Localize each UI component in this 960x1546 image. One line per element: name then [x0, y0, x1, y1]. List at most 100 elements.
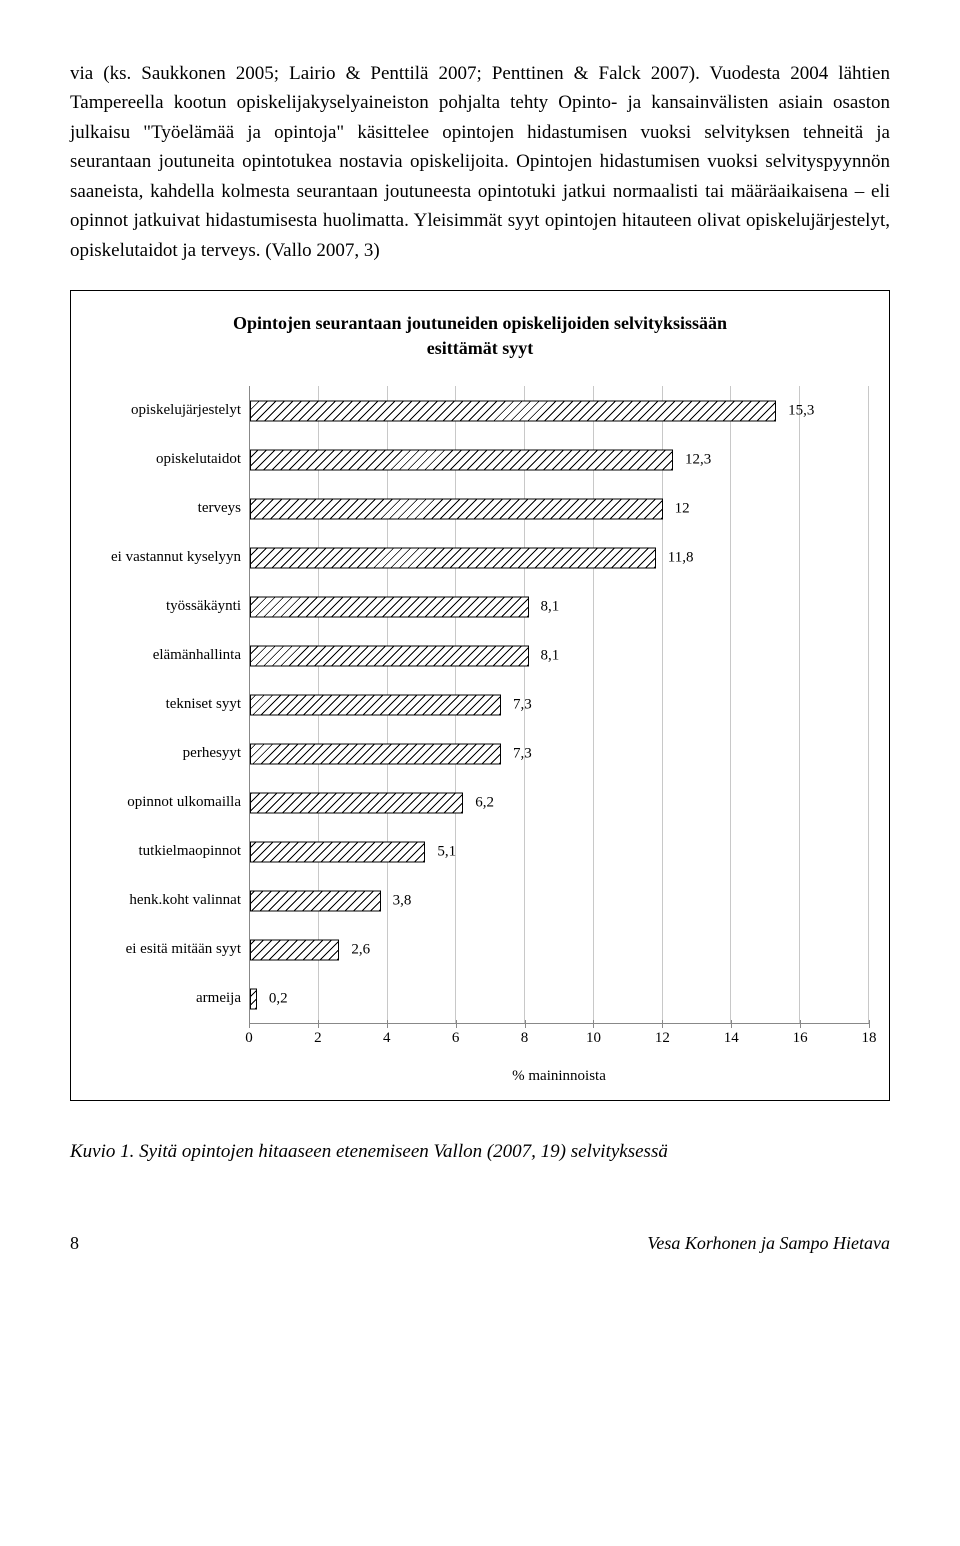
- bar: [250, 400, 776, 421]
- category-label: opiskelujärjestelyt: [91, 402, 249, 419]
- chart-row: työssäkäynti8,1: [91, 582, 869, 631]
- bar-value: 3,8: [393, 892, 412, 909]
- gridlines: [250, 925, 869, 974]
- plot-cell: 12: [249, 484, 869, 533]
- gridline: [800, 435, 869, 484]
- chart-row: armeija 0,2: [91, 974, 869, 1023]
- bar-wrap: [250, 449, 673, 470]
- gridline: [456, 925, 525, 974]
- chart-row: tekniset syyt7,3: [91, 680, 869, 729]
- plot-cell: 5,1: [249, 827, 869, 876]
- tick-label: 18: [862, 1024, 877, 1047]
- gridline: [800, 925, 869, 974]
- chart-plot-area: opiskelujärjestelyt 15,3 opiskelutaidot12,…: [91, 386, 869, 1023]
- page: via (ks. Saukkonen 2005; Lairio & Pentti…: [0, 0, 960, 1284]
- gridline: [594, 974, 663, 1023]
- gridline: [663, 827, 732, 876]
- tick-label: 16: [793, 1024, 808, 1047]
- category-label: perhesyyt: [91, 745, 249, 762]
- gridline: [731, 729, 800, 778]
- gridline: [800, 778, 869, 827]
- bar-wrap: [250, 890, 381, 911]
- bar: [250, 596, 529, 617]
- gridline: [594, 925, 663, 974]
- bar: [250, 939, 339, 960]
- bar: [250, 645, 529, 666]
- tick-label: 8: [521, 1024, 529, 1047]
- x-axis-ticks: 024681012141618: [249, 1023, 869, 1064]
- tick-label: 12: [655, 1024, 670, 1047]
- gridline: [594, 827, 663, 876]
- bar-value: 8,1: [541, 647, 560, 664]
- bar-wrap: [250, 547, 656, 568]
- gridline: [800, 533, 869, 582]
- gridline: [456, 974, 525, 1023]
- footer-authors: Vesa Korhonen ja Sampo Hietava: [647, 1233, 890, 1254]
- gridline: [731, 582, 800, 631]
- chart-frame: Opintojen seurantaan joutuneiden opiskel…: [70, 290, 890, 1101]
- plot-cell: 11,8: [249, 533, 869, 582]
- gridline: [731, 925, 800, 974]
- bar: [250, 694, 501, 715]
- gridline: [731, 533, 800, 582]
- page-number: 8: [70, 1233, 79, 1254]
- gridline: [663, 729, 732, 778]
- chart-row: henk.koht valinnat3,8: [91, 876, 869, 925]
- gridline: [663, 680, 732, 729]
- bar: [250, 988, 257, 1009]
- bar-value: 6,2: [475, 794, 494, 811]
- tick-label: 2: [314, 1024, 322, 1047]
- bar-value: 5,1: [437, 843, 456, 860]
- chart-row: tutkielmaopinnot 5,1: [91, 827, 869, 876]
- figure-caption: Kuvio 1. Syitä opintojen hitaaseen etene…: [70, 1141, 890, 1163]
- category-label: tutkielmaopinnot: [91, 843, 249, 860]
- gridline: [525, 778, 594, 827]
- bar-wrap: [250, 645, 529, 666]
- gridlines: [250, 974, 869, 1023]
- gridline: [525, 925, 594, 974]
- plot-cell: 12,3: [249, 435, 869, 484]
- tick-label: 14: [724, 1024, 739, 1047]
- gridline: [388, 974, 457, 1023]
- plot-cell: 0,2: [249, 974, 869, 1023]
- gridline: [731, 631, 800, 680]
- gridline: [525, 974, 594, 1023]
- gridline: [456, 876, 525, 925]
- bar-value: 7,3: [513, 745, 532, 762]
- tick-label: 0: [245, 1024, 253, 1047]
- category-label: armeija: [91, 990, 249, 1007]
- bar: [250, 890, 381, 911]
- gridline: [319, 974, 388, 1023]
- chart-row: opiskelutaidot12,3: [91, 435, 869, 484]
- gridline: [663, 778, 732, 827]
- bar-wrap: [250, 498, 663, 519]
- x-axis-label: % maininnoista: [249, 1068, 869, 1085]
- chart-row: opinnot ulkomailla 6,2: [91, 778, 869, 827]
- bar-value: 0,2: [269, 990, 288, 1007]
- bar: [250, 792, 463, 813]
- gridline: [663, 925, 732, 974]
- bar-value: 2,6: [351, 941, 370, 958]
- gridline: [525, 729, 594, 778]
- bar-wrap: [250, 596, 529, 617]
- bar-value: 15,3: [788, 402, 814, 419]
- gridline: [663, 876, 732, 925]
- axis-spacer: [91, 1023, 249, 1064]
- category-label: opinnot ulkomailla: [91, 794, 249, 811]
- category-label: ei vastannut kyselyyn: [91, 549, 249, 566]
- gridline: [594, 876, 663, 925]
- gridline: [456, 827, 525, 876]
- bar-value: 7,3: [513, 696, 532, 713]
- plot-cell: 6,2: [249, 778, 869, 827]
- gridline: [594, 680, 663, 729]
- bar-value: 11,8: [668, 549, 694, 566]
- body-text: via (ks. Saukkonen 2005; Lairio & Pentti…: [70, 59, 890, 265]
- chart-row: elämänhallinta8,1: [91, 631, 869, 680]
- page-footer: 8 Vesa Korhonen ja Sampo Hietava: [70, 1233, 890, 1254]
- bar-wrap: [250, 988, 257, 1009]
- gridline: [525, 680, 594, 729]
- gridline: [663, 484, 732, 533]
- plot-cell: 8,1: [249, 631, 869, 680]
- plot-cell: 2,6: [249, 925, 869, 974]
- gridline: [525, 876, 594, 925]
